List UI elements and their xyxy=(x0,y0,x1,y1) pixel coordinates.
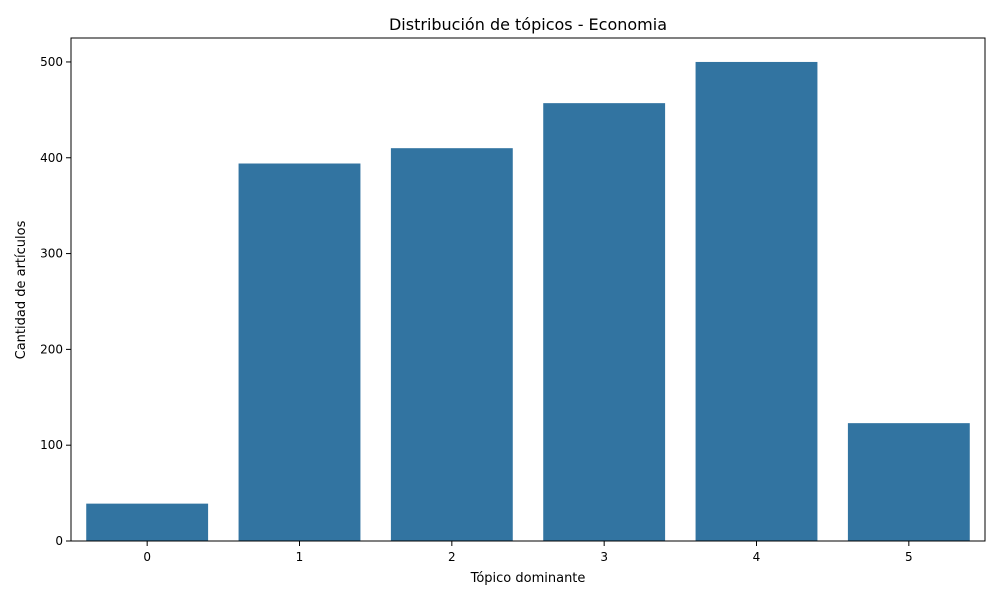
y-tick-label: 300 xyxy=(40,247,63,261)
plot-frame xyxy=(70,37,986,542)
bar-topic-4 xyxy=(695,61,818,541)
bars-group xyxy=(86,61,970,541)
y-tick-label: 0 xyxy=(55,534,63,548)
bar-topic-0 xyxy=(86,503,209,541)
x-axis: 0 1 2 3 4 5 xyxy=(143,541,913,564)
x-tick-label: 5 xyxy=(905,550,913,564)
bar-topic-1 xyxy=(238,163,361,541)
y-tick-label: 500 xyxy=(40,55,63,69)
y-tick-label: 100 xyxy=(40,438,63,452)
x-tick-label: 2 xyxy=(448,550,456,564)
x-tick-label: 0 xyxy=(143,550,151,564)
y-tick-label: 200 xyxy=(40,342,63,356)
y-tick-label: 400 xyxy=(40,151,63,165)
chart-title: Distribución de tópicos - Economia xyxy=(389,15,667,34)
x-tick-label: 3 xyxy=(600,550,608,564)
x-tick-label: 4 xyxy=(753,550,761,564)
x-axis-label: Tópico dominante xyxy=(470,571,586,586)
bar-topic-5 xyxy=(847,423,970,541)
x-tick-label: 1 xyxy=(296,550,304,564)
bar-topic-2 xyxy=(390,148,513,541)
y-axis: 0 100 200 300 400 500 xyxy=(40,55,71,548)
bar-topic-3 xyxy=(543,103,666,541)
y-axis-label: Cantidad de artículos xyxy=(14,220,29,359)
